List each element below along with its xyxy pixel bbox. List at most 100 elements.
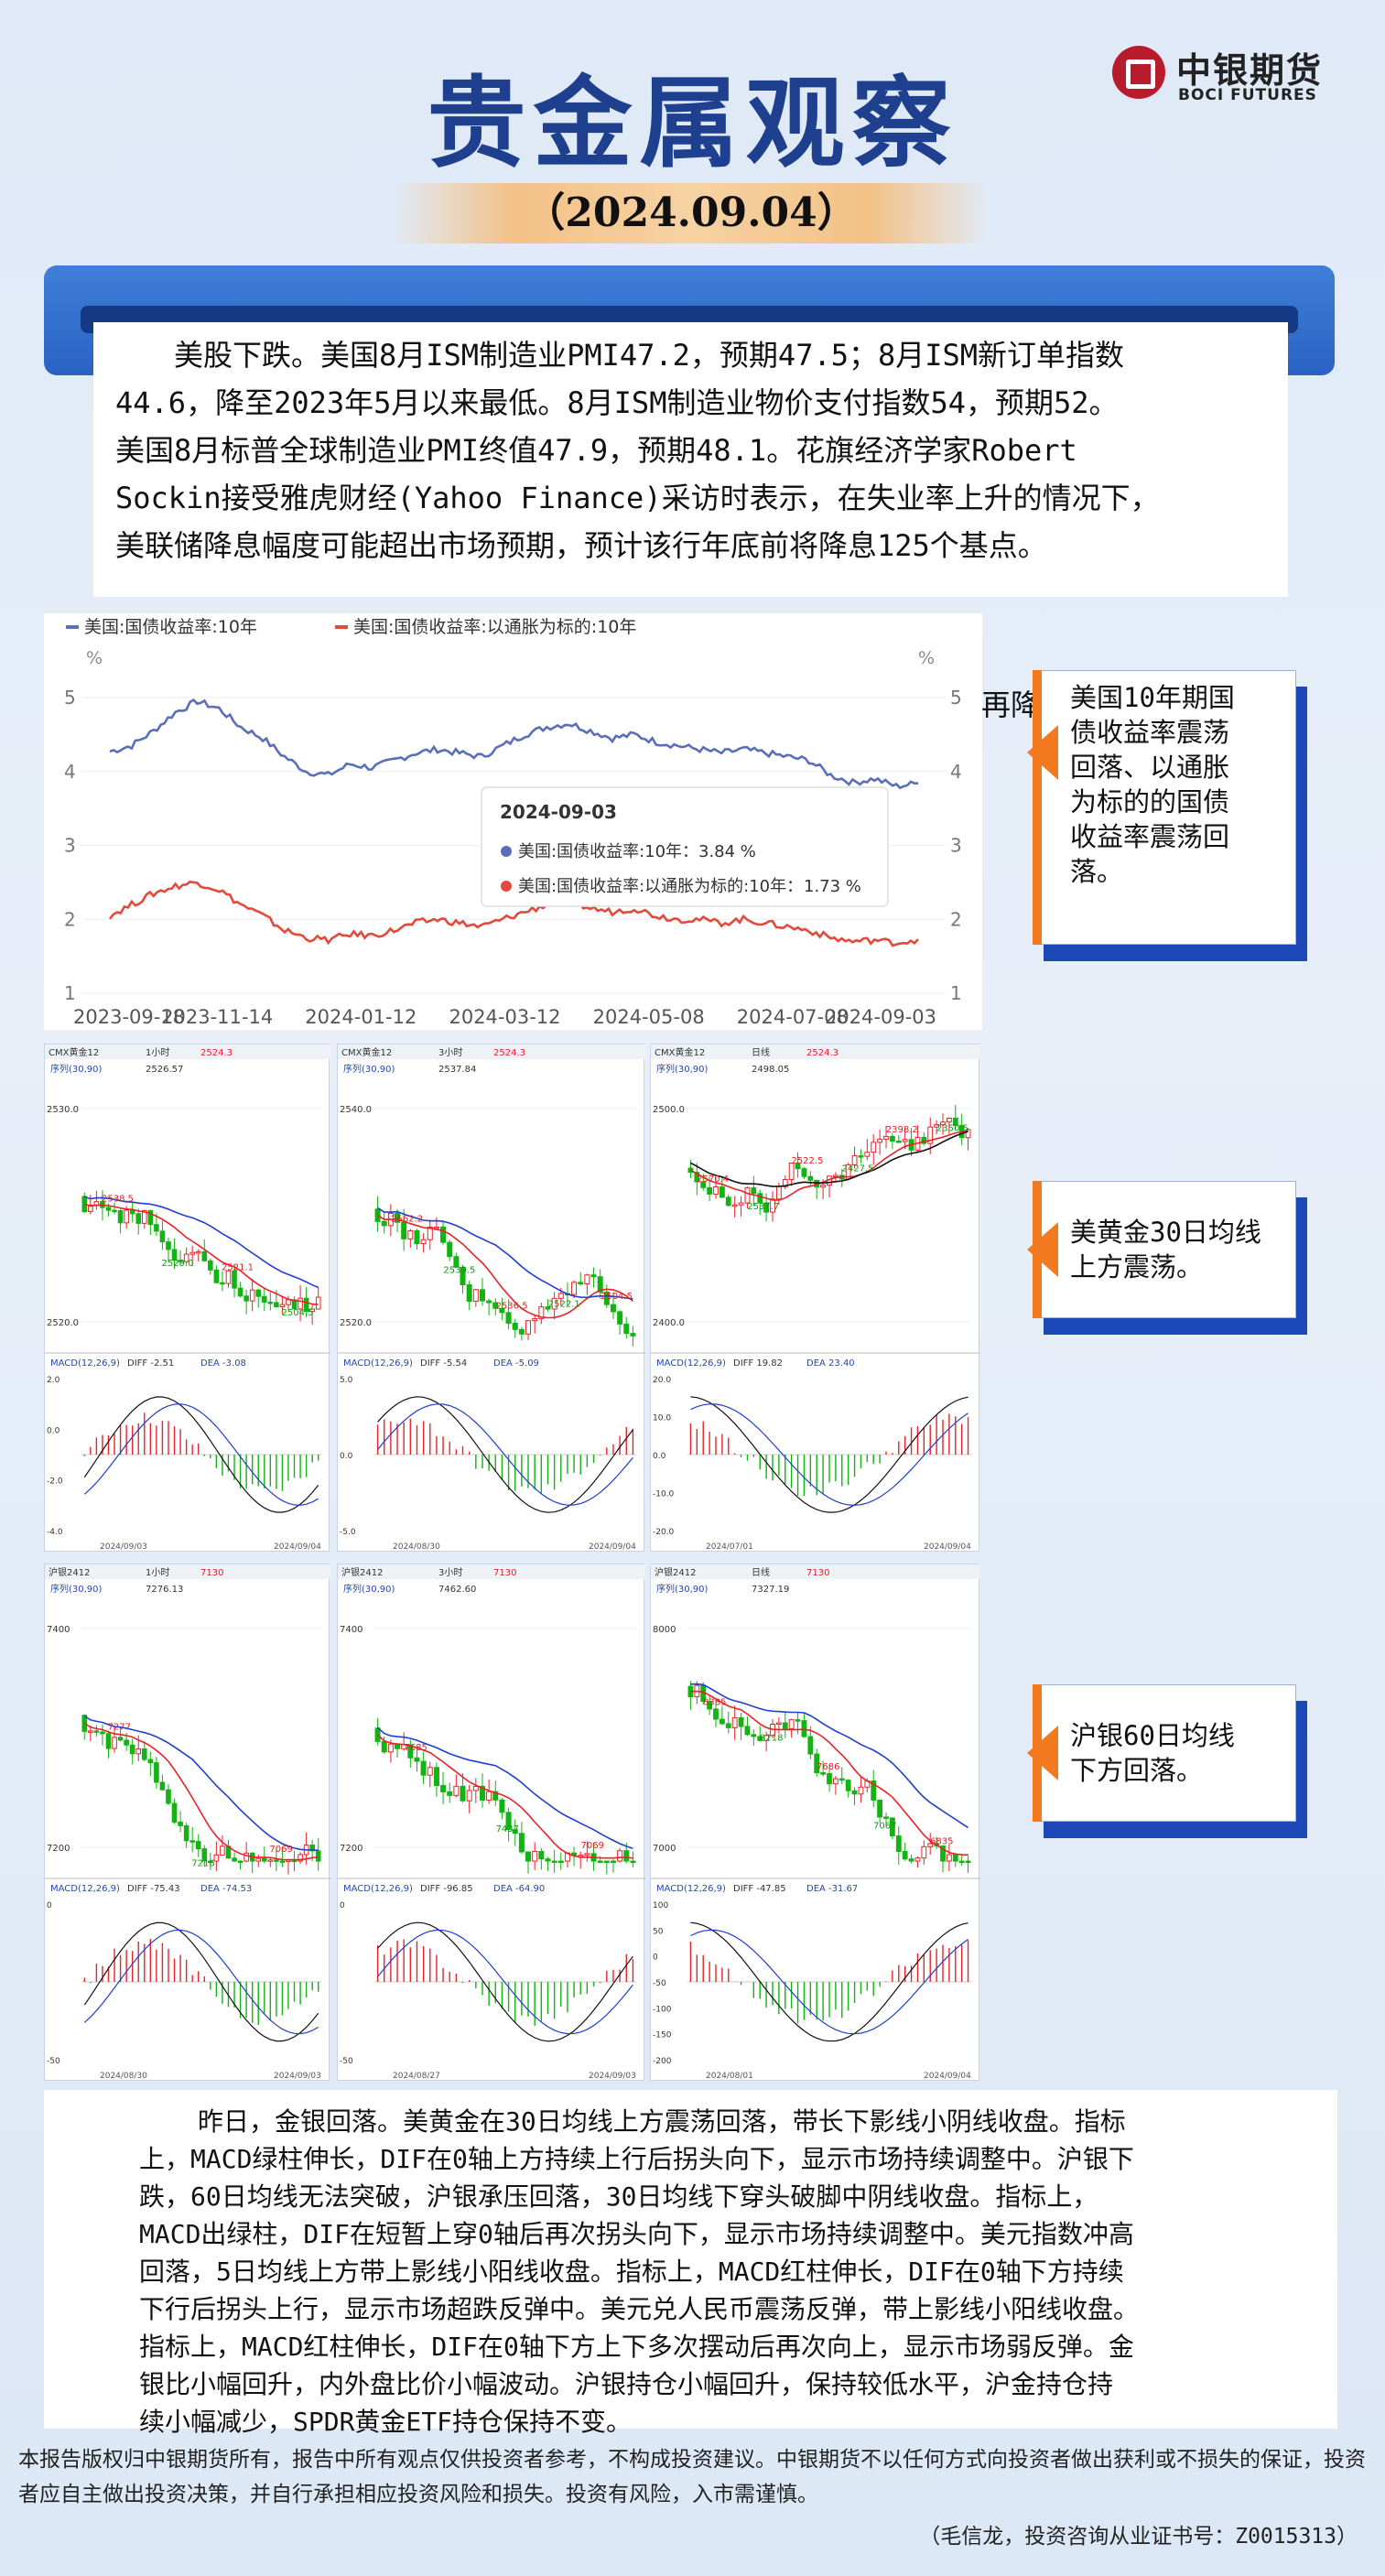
para2-line: 回落，5日均线上方带上影线小阳线收盘。指标上，MACD红柱伸长，DIF在0轴下方…: [139, 2257, 1124, 2287]
price-level: 7400: [47, 1625, 70, 1635]
bond-xtick: 2024-09-03: [825, 1006, 936, 1028]
ma-line: [690, 1683, 969, 1829]
panel-price: 2524.3: [200, 1048, 233, 1058]
logo: 中银期货 BOCI FUTURES: [1112, 38, 1350, 112]
macd-tick: -2.0: [47, 1477, 63, 1487]
macd-tick: 0: [47, 1901, 52, 1910]
para2-line: 续小幅减少，SPDR黄金ETF持仓保持不变。: [139, 2407, 633, 2437]
callout-gold-text: 美黄金30日均线 上方震荡。: [1033, 1181, 1296, 1318]
macd-dea: DEA 23.40: [806, 1358, 855, 1369]
macd-tick: -10.0: [653, 1490, 675, 1499]
peak-label: 2537.7: [747, 1202, 779, 1212]
macd-tick: 2.0: [47, 1376, 60, 1385]
callout-silver: 沪银60日均线 下方回落。: [1027, 1684, 1307, 1849]
tooltip-dot-real: [501, 881, 512, 892]
ma-line: [83, 1722, 319, 1861]
panel-ma-label: 序列(30,90): [50, 1583, 103, 1595]
ma-line: [377, 1207, 633, 1300]
macd-diff: DIFF -5.54: [420, 1358, 467, 1369]
peak-label: 8385: [703, 1697, 726, 1707]
gold-kline-svg: CMX黄金12 1小时 2524.3 序列(30,90) 2526.57 2530.0 25…: [45, 1044, 330, 1552]
peak-label: 2562.2: [391, 1214, 423, 1224]
macd-tick: -50: [47, 2057, 60, 2066]
date-end: 2024/09/04: [589, 1542, 636, 1552]
date-end: 2024/09/04: [274, 1542, 321, 1552]
silver-kline-svg: 沪银2412 日线 7130 序列(30,90) 7327.19 8000 7000 8385…: [651, 1564, 980, 2081]
peak-label: 7067: [873, 1821, 896, 1831]
date-start: 2024/08/01: [706, 2072, 753, 2081]
macd-tick: -4.0: [47, 1528, 63, 1537]
para1-line: 44.6，降至2023年5月以来最低。8月ISM制造业物价支付指数54，预期52…: [115, 385, 1119, 420]
macd-tick: 20.0: [653, 1376, 671, 1385]
logo-en: BOCI FUTURES: [1178, 86, 1317, 104]
para1-line: Sockin接受雅虎财经(Yahoo Finance)采访时表示，在失业率上升的…: [115, 481, 1160, 515]
dea-line: [377, 1929, 633, 2035]
macd-label: MACD(12,26,9): [656, 1358, 726, 1369]
panel-title: CMX黄金12: [341, 1046, 392, 1058]
candles: [81, 1190, 321, 1325]
tooltip-row2-label: 美国:国债收益率:以通胀为标的:10年：: [518, 877, 803, 896]
logo-cn: 中银期货: [1176, 50, 1324, 91]
peak-label: 2538.5: [102, 1194, 134, 1204]
bond-xtick: 2024-07-08: [737, 1006, 849, 1028]
macd-tick: 0: [653, 1954, 658, 1963]
macd-dea: DEA -3.08: [200, 1358, 246, 1369]
bond-ytick-right: 5: [950, 687, 962, 709]
macd-diff: DIFF -2.51: [127, 1358, 174, 1369]
candles: [687, 1104, 971, 1222]
peak-label: 7069: [269, 1845, 292, 1855]
macd-tick: -200: [653, 2057, 672, 2066]
price-level: 7200: [47, 1844, 70, 1854]
para2-line: 指标上，MACD红柱伸长，DIF在0轴下方上下多次摆动后再次向上，显示市场弱反弹…: [139, 2332, 1134, 2362]
date-end: 2024/09/04: [924, 1542, 971, 1552]
date-end: 2024/09/03: [274, 2072, 321, 2081]
panel-title: 沪银2412: [49, 1566, 90, 1578]
bond-ytick-left: 4: [64, 761, 76, 783]
panel-ma-value: 7276.13: [146, 1585, 183, 1595]
macd-diff: DIFF -47.85: [733, 1884, 786, 1894]
legend-nominal: 美国:国债收益率:10年: [84, 617, 257, 637]
panel-period: 1小时: [146, 1567, 169, 1578]
disclaimer: 本报告版权归中银期货所有，报告中所有观点仅供投资者参考，不构成投资建议。中银期货…: [18, 2448, 1366, 2506]
price-level: 7400: [340, 1625, 362, 1635]
macd-tick: 0.0: [340, 1452, 353, 1461]
bond-ytick-left: 5: [64, 687, 76, 709]
peak-label: 2536.5: [496, 1302, 528, 1312]
gold-kline-svg: CMX黄金12 3小时 2524.3 序列(30,90) 2537.84 2540.0 25…: [338, 1044, 645, 1552]
bond-ytick-right: 3: [950, 835, 962, 857]
dea-line: [377, 1403, 633, 1506]
bond-ytick-left: 2: [64, 908, 76, 930]
macd-tick: -150: [653, 2031, 672, 2040]
silver-panel: 沪银2412 3小时 7130 序列(30,90) 7462.60 7400 7200 768…: [337, 1564, 645, 2081]
para2-line: MACD出绿柱，DIF在短暂上穿0轴后再次拐头向下，显示市场持续调整中。美元指数…: [139, 2219, 1134, 2249]
para2-line: 跌，60日均线无法突破，沪银承压回落，30日均线下穿头破脚中阴线收盘。指标上，: [139, 2181, 1098, 2212]
peak-label: 8218: [760, 1734, 783, 1744]
para1-line: 美联储降息幅度可能超出市场预期，预计该行年底前将降息125个基点。: [115, 528, 1047, 563]
panel-period: 3小时: [438, 1047, 462, 1058]
tooltip-date: 2024-09-03: [500, 801, 617, 823]
candles: [374, 1717, 636, 1875]
dea-line: [83, 1403, 319, 1506]
panel-ma-label: 序列(30,90): [343, 1063, 395, 1075]
bond-xtick: 2023-11-14: [161, 1006, 273, 1028]
macd-tick: 0: [340, 1901, 345, 1910]
peak-label: 2427.5: [842, 1164, 874, 1174]
peak-label: 2504.5: [282, 1308, 314, 1318]
macd-label: MACD(12,26,9): [343, 1884, 413, 1894]
panel-ma-value: 2498.05: [752, 1065, 789, 1075]
price-level: 7000: [653, 1844, 676, 1854]
peak-label: 2521.1: [222, 1263, 254, 1273]
date-end: 2024/09/04: [924, 2072, 971, 2081]
gold-panel: CMX黄金12 3小时 2524.3 序列(30,90) 2537.84 2540.0 25…: [337, 1044, 645, 1552]
para2-line: 上，MACD绿柱伸长，DIF在0轴上方持续上行后拐头向下，显示市场持续调整中。沪…: [139, 2144, 1134, 2174]
macd-label: MACD(12,26,9): [50, 1884, 120, 1894]
panel-ma-label: 序列(30,90): [343, 1583, 395, 1595]
peak-label: 7686: [817, 1762, 839, 1772]
para2-line: 下行后拐头上行，显示市场超跌反弹中。美元兑人民币震荡反弹，带上影线小阳线收盘。: [139, 2294, 1140, 2324]
bond-ytick-left: 1: [64, 982, 76, 1004]
panel-ma-value: 2526.57: [146, 1065, 183, 1075]
bond-xtick: 2024-01-12: [305, 1006, 417, 1028]
macd-tick: 10.0: [653, 1414, 671, 1423]
diff-line: [377, 1921, 633, 2042]
